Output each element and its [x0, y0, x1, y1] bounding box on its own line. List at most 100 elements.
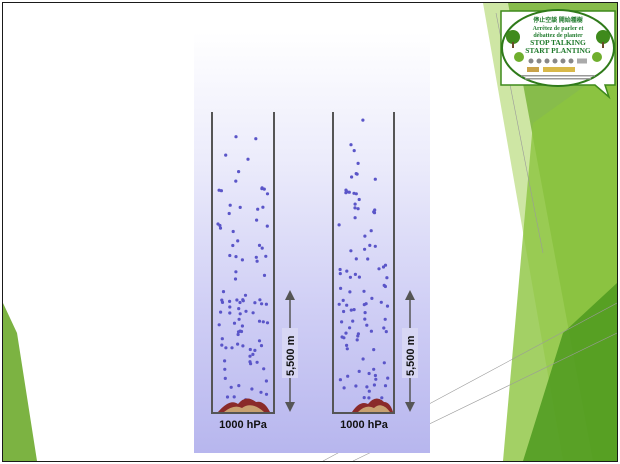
air-molecule-dot [382, 326, 386, 330]
logo-line-5: START PLANTING [525, 46, 591, 55]
air-molecule-dot [223, 367, 227, 371]
air-molecule-dot [362, 303, 366, 307]
air-molecule-dot [349, 308, 353, 312]
air-molecule-dot [353, 202, 357, 206]
air-molecule-dot [383, 384, 388, 388]
air-molecule-dot [238, 300, 242, 305]
air-molecule-dot [372, 348, 376, 352]
air-molecule-dot [265, 192, 270, 196]
air-molecule-dot [356, 207, 360, 211]
air-molecule-dot [228, 203, 232, 207]
air-molecule-dot [236, 239, 240, 243]
air-molecule-dot [243, 293, 248, 297]
air-molecule-dot [262, 273, 267, 277]
air-molecule-dot [357, 197, 361, 202]
air-molecule-dot [348, 290, 352, 294]
air-molecule-dot [354, 384, 358, 388]
logo-line-3: débattez de planter [533, 33, 583, 39]
air-molecule-dot [265, 224, 269, 228]
air-molecule-dot [372, 367, 376, 371]
air-molecule-dot [380, 396, 384, 400]
air-molecule-dot [254, 255, 258, 259]
air-molecule-dot [240, 258, 244, 262]
air-molecule-dot [255, 259, 259, 263]
air-molecule-dot [234, 179, 238, 183]
logo-line-4: STOP TALKING [530, 38, 586, 47]
air-molecule-dot [353, 272, 357, 276]
air-molecule-dot [234, 135, 238, 139]
air-molecule-dot [258, 298, 262, 302]
air-molecule-dot [239, 329, 244, 334]
air-molecule-dot [261, 320, 265, 324]
air-molecule-dot [367, 389, 371, 393]
air-molecule-dot [235, 298, 239, 302]
air-molecule-dot [342, 309, 346, 314]
air-molecule-dot [224, 346, 228, 350]
air-molecule-dot [238, 205, 242, 209]
air-molecule-dot [232, 321, 237, 325]
air-molecule-dot [383, 263, 388, 267]
air-molecule-dot [231, 229, 235, 234]
air-molecule-dot [362, 289, 366, 293]
air-molecule-dot [345, 347, 349, 351]
air-molecule-dot [254, 137, 258, 141]
air-molecule-dot [253, 301, 257, 305]
air-molecule-dot [349, 249, 353, 253]
air-molecule-dot [229, 385, 233, 389]
air-molecule-dot [244, 309, 248, 313]
air-molecule-dot [246, 157, 250, 161]
air-molecule-dot [250, 387, 254, 391]
mountain-left [218, 398, 270, 412]
air-molecule-dot [257, 339, 262, 343]
air-molecule-dot [337, 223, 341, 227]
tube-left [211, 112, 275, 414]
air-molecule-dot [344, 191, 348, 195]
air-molecule-dot [253, 348, 257, 352]
air-molecule-dot [240, 324, 244, 328]
air-molecule-dot [220, 298, 224, 302]
air-molecule-dot [260, 302, 264, 306]
air-molecule-dot [384, 330, 388, 334]
air-molecule-dot [227, 211, 231, 216]
air-molecule-dot [354, 257, 358, 261]
air-molecule-dot [386, 376, 390, 380]
air-molecule-dot [251, 352, 255, 356]
air-molecule-dot [350, 175, 354, 179]
air-molecule-dot [345, 269, 349, 273]
air-molecule-dot [345, 303, 349, 307]
air-molecule-dot [264, 379, 268, 383]
air-molecule-dot [362, 396, 366, 400]
air-molecule-dot [346, 374, 350, 378]
air-molecule-dot [374, 377, 378, 381]
air-molecule-dot [228, 299, 232, 303]
air-molecule-dot [248, 354, 252, 358]
air-molecule-dot [264, 254, 268, 258]
air-molecule-dot [228, 253, 232, 258]
air-column-left: 5,500 m 1000 hPa [211, 112, 298, 431]
air-molecule-dot [373, 373, 377, 378]
pressure-label-left: 1000 hPa [219, 419, 268, 431]
air-molecule-dot [257, 319, 262, 323]
air-molecule-dot [234, 270, 238, 274]
air-column-right: 5,500 m 1000 hPa [332, 112, 418, 431]
air-molecule-dot [237, 384, 241, 388]
air-molecule-dot [241, 344, 245, 348]
air-molecule-dot [260, 186, 264, 190]
air-molecule-dot [356, 161, 360, 165]
stop-talking-start-planting-logo: 停止空談 開始種樹 Arrêtez de parler et débattez … [500, 9, 616, 100]
air-molecule-dot [255, 360, 259, 364]
air-molecule-dot [357, 275, 361, 279]
air-molecule-dot [347, 190, 351, 194]
air-molecule-dot [339, 286, 343, 290]
air-molecule-dot [363, 317, 367, 321]
air-molecule-dot [260, 246, 264, 250]
air-molecule-dot [354, 192, 358, 196]
air-molecule-dot [228, 305, 232, 309]
air-molecule-dot [344, 188, 348, 192]
air-molecule-dot [255, 218, 259, 222]
air-molecule-dot [361, 118, 365, 122]
air-molecule-dot [237, 307, 241, 311]
air-molecule-dot [366, 257, 370, 261]
mountain-right [352, 398, 393, 412]
